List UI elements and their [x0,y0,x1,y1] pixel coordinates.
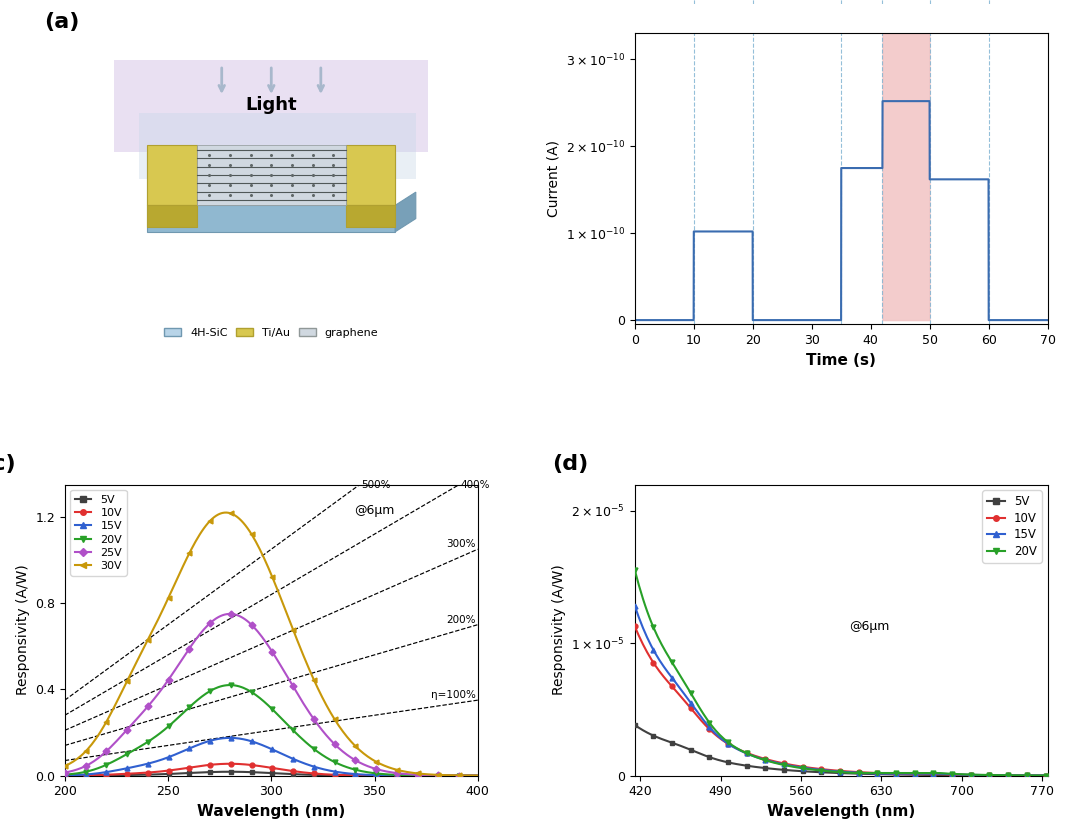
Text: (d): (d) [552,454,589,474]
Polygon shape [395,192,416,232]
Polygon shape [346,205,395,227]
Text: 200%: 200% [446,615,475,625]
Polygon shape [147,153,395,205]
Polygon shape [147,205,197,227]
Text: @6μm: @6μm [354,504,394,516]
X-axis label: Wavelength (nm): Wavelength (nm) [767,804,915,819]
Legend: 5V, 10V, 15V, 20V, 25V, 30V: 5V, 10V, 15V, 20V, 25V, 30V [70,490,126,575]
Y-axis label: Responsivity (A/W): Responsivity (A/W) [15,565,29,696]
X-axis label: Time (s): Time (s) [806,353,876,368]
Text: 300%: 300% [446,540,475,550]
Polygon shape [147,205,395,232]
Text: 400%: 400% [460,480,490,490]
Polygon shape [114,60,428,153]
Y-axis label: Responsivity (A/W): Responsivity (A/W) [552,565,566,696]
Y-axis label: Current (A): Current (A) [546,140,561,218]
X-axis label: Wavelength (nm): Wavelength (nm) [198,804,346,819]
Polygon shape [346,144,395,205]
Polygon shape [147,144,197,205]
Polygon shape [139,113,416,179]
Text: (c): (c) [0,454,16,474]
Text: (a): (a) [44,12,80,32]
Text: η=100%: η=100% [431,691,475,701]
Legend: 4H-SiC, Ti/Au, graphene: 4H-SiC, Ti/Au, graphene [160,323,382,342]
Text: Light: Light [245,96,297,113]
Legend: 5V, 10V, 15V, 20V: 5V, 10V, 15V, 20V [982,490,1042,562]
Polygon shape [197,144,346,205]
Text: @6μm: @6μm [849,620,890,633]
Text: 500%: 500% [361,480,391,490]
